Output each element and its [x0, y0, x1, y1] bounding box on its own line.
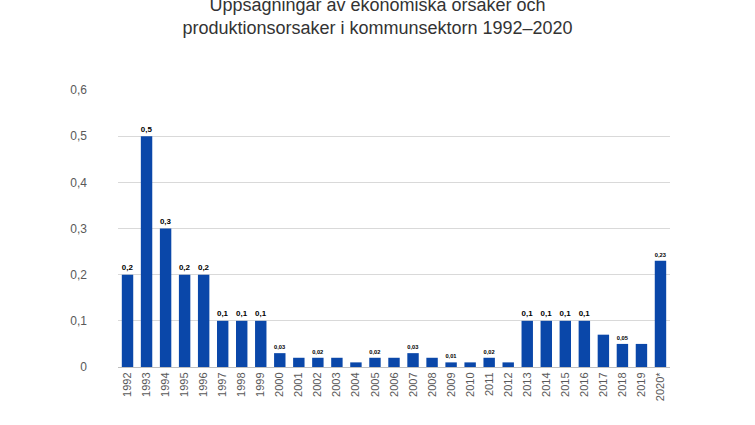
svg-text:0,1: 0,1	[541, 309, 553, 318]
svg-text:0,03: 0,03	[274, 344, 285, 350]
svg-text:2003: 2003	[330, 372, 342, 396]
svg-text:0,1: 0,1	[579, 309, 591, 318]
svg-text:2020*: 2020*	[654, 372, 666, 401]
svg-text:1995: 1995	[178, 372, 190, 396]
svg-text:2016: 2016	[578, 372, 590, 396]
svg-text:2002: 2002	[311, 372, 323, 396]
svg-text:2000: 2000	[273, 372, 285, 396]
svg-text:0,03: 0,03	[407, 344, 418, 350]
svg-text:2007: 2007	[407, 372, 419, 396]
svg-text:1999: 1999	[254, 372, 266, 396]
svg-text:2011: 2011	[483, 372, 495, 396]
svg-text:0,2: 0,2	[179, 263, 191, 272]
svg-text:2004: 2004	[350, 372, 362, 396]
svg-text:0,1: 0,1	[70, 314, 87, 328]
svg-text:2012: 2012	[502, 372, 514, 396]
svg-text:0,1: 0,1	[217, 309, 229, 318]
svg-text:0: 0	[80, 360, 87, 374]
svg-text:0,23: 0,23	[655, 252, 666, 258]
svg-text:0,2: 0,2	[198, 263, 210, 272]
svg-text:0,02: 0,02	[312, 349, 323, 355]
svg-text:0,2: 0,2	[122, 263, 134, 272]
svg-text:2001: 2001	[292, 372, 304, 396]
svg-text:2006: 2006	[388, 372, 400, 396]
svg-text:0,2: 0,2	[70, 268, 87, 282]
svg-text:0,02: 0,02	[483, 349, 494, 355]
svg-text:0,1: 0,1	[522, 309, 534, 318]
svg-text:2005: 2005	[369, 372, 381, 396]
svg-text:0,1: 0,1	[560, 309, 572, 318]
svg-text:2018: 2018	[616, 372, 628, 396]
svg-text:2010: 2010	[464, 372, 476, 396]
svg-text:1996: 1996	[197, 372, 209, 396]
svg-text:2014: 2014	[540, 372, 552, 396]
svg-text:0,3: 0,3	[160, 217, 172, 226]
svg-text:0,1: 0,1	[236, 309, 248, 318]
svg-text:1997: 1997	[216, 372, 228, 396]
svg-text:2017: 2017	[597, 372, 609, 396]
svg-text:0,05: 0,05	[617, 335, 629, 341]
svg-text:Uppsägningar av ekonomiska ors: Uppsägningar av ekonomiska orsaker ochpr…	[182, 0, 572, 38]
svg-text:2009: 2009	[445, 372, 457, 396]
svg-text:1993: 1993	[140, 372, 152, 396]
svg-text:0,3: 0,3	[70, 222, 87, 236]
svg-text:0,02: 0,02	[369, 349, 380, 355]
svg-text:1994: 1994	[159, 372, 171, 396]
svg-text:0,6: 0,6	[70, 83, 87, 97]
svg-text:2015: 2015	[559, 372, 571, 396]
svg-text:0,01: 0,01	[445, 353, 457, 359]
svg-text:0,1: 0,1	[255, 309, 267, 318]
svg-text:2019: 2019	[635, 372, 647, 396]
svg-text:0,5: 0,5	[70, 129, 87, 143]
svg-text:2008: 2008	[426, 372, 438, 396]
svg-text:2013: 2013	[521, 372, 533, 396]
svg-text:0,4: 0,4	[70, 176, 87, 190]
svg-text:0,5: 0,5	[141, 125, 153, 134]
svg-text:1998: 1998	[235, 372, 247, 396]
svg-text:1992: 1992	[121, 372, 133, 396]
